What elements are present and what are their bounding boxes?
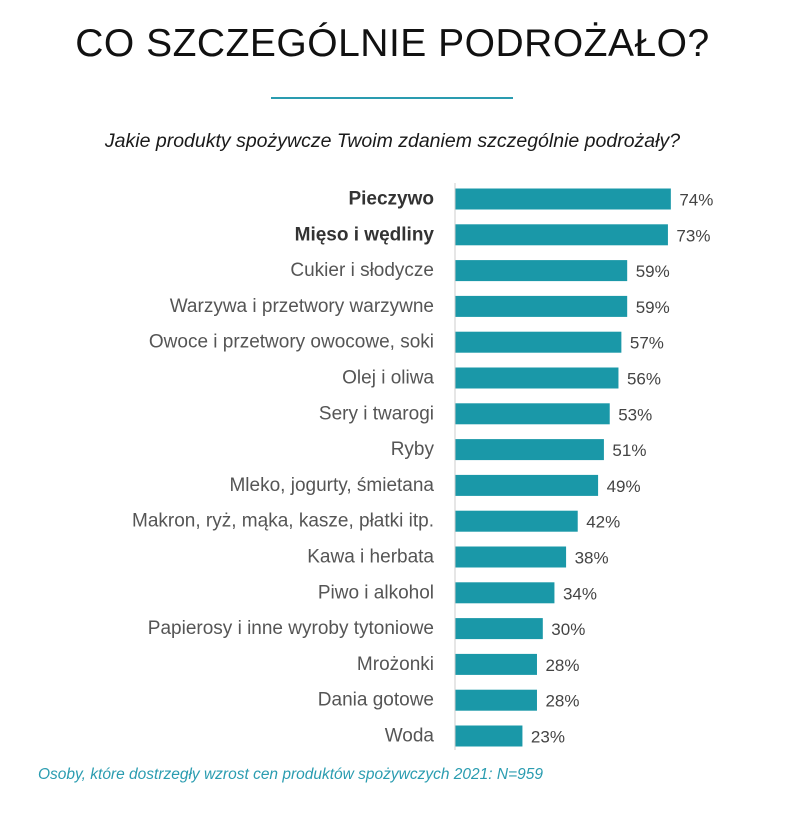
category-label: Kawa i herbata [307,547,434,568]
value-label: 23% [531,728,565,747]
category-label: Dania gotowe [318,690,434,711]
category-label: Warzywa i przetwory warzywne [170,296,434,317]
chart-subtitle: Jakie produkty spożywcze Twoim zdaniem s… [104,130,681,152]
bar [455,331,622,353]
bar [455,582,555,604]
bar [455,224,668,246]
value-label: 57% [630,334,664,353]
bar [455,510,578,532]
bar [455,439,604,461]
category-label: Pieczywo [348,189,434,210]
value-label: 59% [636,262,670,281]
bar [455,618,543,640]
bar [455,188,671,210]
bar [455,653,537,675]
category-label: Piwo i alkohol [318,582,434,603]
category-label: Mrożonki [357,654,434,675]
value-label: 59% [636,298,670,317]
bar [455,403,610,425]
value-label: 28% [545,692,579,711]
value-label: 34% [563,584,597,603]
value-label: 38% [575,549,609,568]
title-divider [271,97,513,99]
category-label: Owoce i przetwory owocowe, soki [149,332,434,353]
category-label: Cukier i słodycze [290,260,434,281]
value-label: 49% [607,477,641,496]
category-label: Mleko, jogurty, śmietana [229,475,434,496]
bar [455,295,628,317]
value-label: 74% [679,191,713,210]
bar [455,260,628,282]
value-label: 73% [676,226,710,245]
category-label: Ryby [391,439,435,460]
bar [455,474,599,496]
footnote: Osoby, które dostrzegły wzrost cen produ… [38,766,543,783]
bar [455,689,537,711]
chart-title: CO SZCZEGÓLNIE PODROŻAŁO? [75,22,710,65]
bar [455,546,567,568]
value-label: 51% [612,441,646,460]
value-label: 28% [545,656,579,675]
value-label: 53% [618,405,652,424]
bar [455,725,523,747]
category-label: Sery i twarogi [319,403,434,424]
value-label: 30% [551,620,585,639]
category-label: Mięso i wędliny [295,224,435,245]
category-label: Makron, ryż, mąka, kasze, płatki itp. [132,511,434,532]
bar [455,367,619,389]
value-label: 42% [586,513,620,532]
category-label: Papierosy i inne wyroby tytoniowe [148,618,434,639]
category-label: Olej i oliwa [342,368,434,389]
category-label: Woda [385,726,435,747]
value-label: 56% [627,370,661,389]
